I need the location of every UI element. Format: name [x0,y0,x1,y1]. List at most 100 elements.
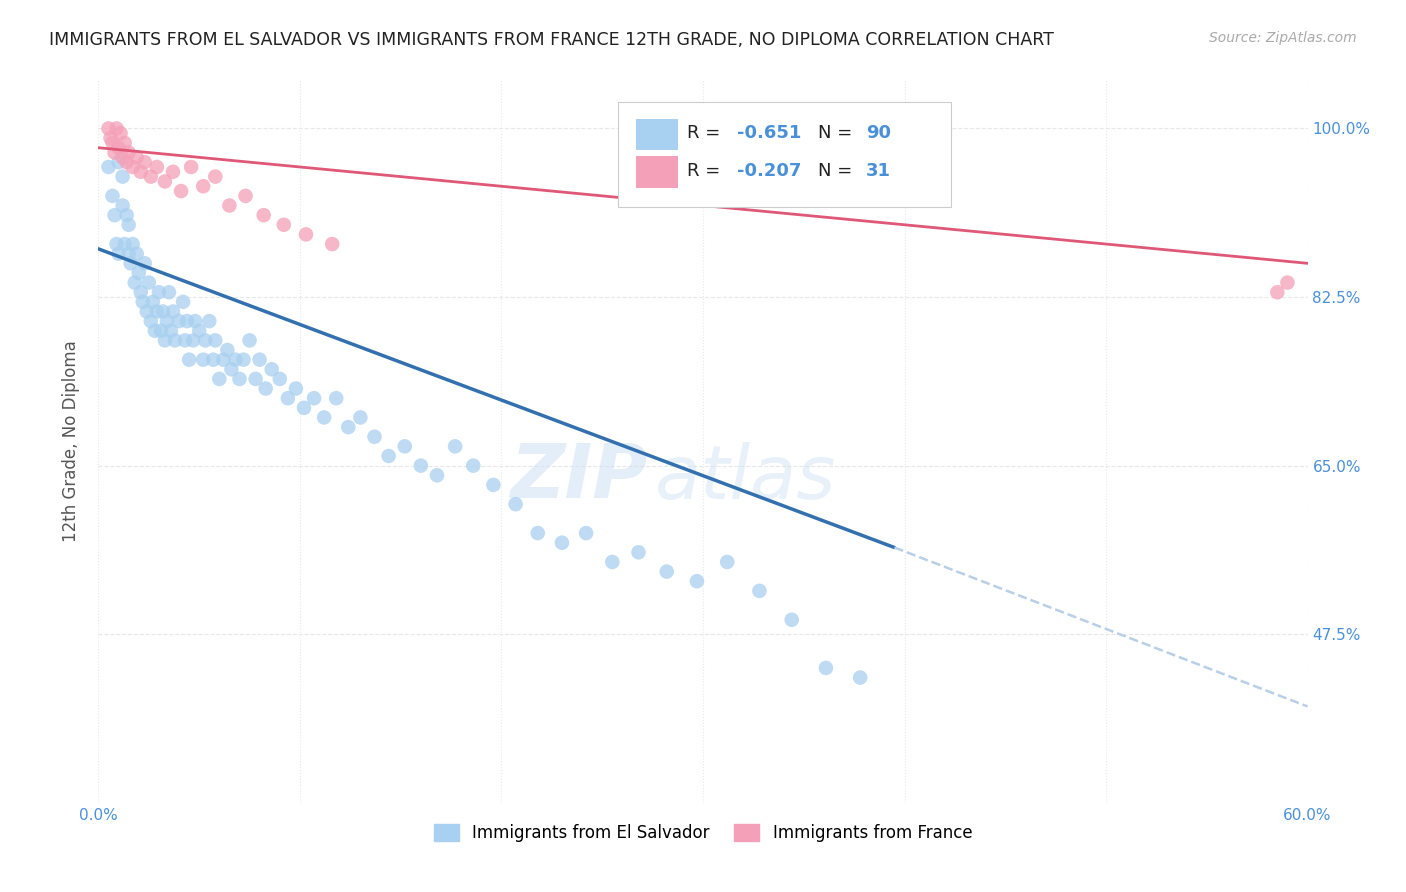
Point [224,352,246,367]
Point [124,276,146,290]
Point [208,372,231,386]
Point [204,334,226,348]
Point [444,439,467,453]
Point [129,165,152,179]
Point [748,583,770,598]
Point [1267,285,1289,300]
Point [101,189,124,203]
Legend: Immigrants from El Salvador, Immigrants from France: Immigrants from El Salvador, Immigrants … [427,817,979,848]
FancyBboxPatch shape [619,102,950,207]
Text: 31: 31 [866,161,891,179]
Point [121,160,143,174]
Point [526,526,548,541]
Point [686,574,709,589]
Point [505,497,527,511]
Text: R =: R = [688,161,727,179]
Point [111,198,134,212]
Point [110,126,132,140]
Text: -0.207: -0.207 [737,161,801,179]
Point [163,334,186,348]
Text: N =: N = [818,124,858,142]
Text: Source: ZipAtlas.com: Source: ZipAtlas.com [1209,31,1357,45]
FancyBboxPatch shape [637,119,678,151]
Point [232,352,254,367]
Text: atlas: atlas [655,442,837,514]
Point [181,334,204,348]
Point [172,294,194,309]
Point [125,150,148,164]
Point [107,141,129,155]
Point [139,314,162,328]
Point [284,382,307,396]
Point [132,294,155,309]
Point [143,324,166,338]
Point [153,174,176,188]
Point [254,382,277,396]
Point [780,613,803,627]
Text: R =: R = [688,124,727,142]
Point [97,121,120,136]
Point [377,449,399,463]
Point [849,671,872,685]
Point [814,661,837,675]
FancyBboxPatch shape [637,156,678,188]
Point [239,334,262,348]
Point [394,439,416,453]
Point [1277,276,1299,290]
Point [100,131,122,145]
Point [138,276,160,290]
Point [184,314,207,328]
Point [249,352,271,367]
Point [101,136,124,150]
Point [277,391,299,405]
Point [221,362,243,376]
Point [103,145,125,160]
Point [188,324,211,338]
Point [170,184,193,198]
Point [426,468,449,483]
Point [107,246,129,260]
Point [134,256,156,270]
Point [551,535,574,549]
Point [153,334,176,348]
Point [269,372,291,386]
Point [292,401,315,415]
Point [157,285,180,300]
Point [162,165,184,179]
Point [716,555,738,569]
Point [135,304,157,318]
Point [105,121,128,136]
Point [217,343,239,357]
Point [146,304,169,318]
Point [314,410,336,425]
Point [409,458,432,473]
Point [349,410,371,425]
Point [204,169,226,184]
Point [120,256,142,270]
Point [655,565,678,579]
Point [167,314,190,328]
Point [337,420,360,434]
Point [152,304,174,318]
Point [176,314,198,328]
Point [253,208,276,222]
Point [103,208,125,222]
Point [194,334,217,348]
Point [142,294,165,309]
Point [139,169,162,184]
Point [129,285,152,300]
Point [111,169,134,184]
Point [134,155,156,169]
Point [156,314,179,328]
Y-axis label: 12th Grade, No Diploma: 12th Grade, No Diploma [62,341,80,542]
Point [228,372,250,386]
Point [260,362,283,376]
Point [463,458,485,473]
Point [121,237,143,252]
Point [198,314,221,328]
Point [602,555,624,569]
Point [105,237,128,252]
Point [295,227,318,242]
Point [202,352,225,367]
Point [128,266,150,280]
